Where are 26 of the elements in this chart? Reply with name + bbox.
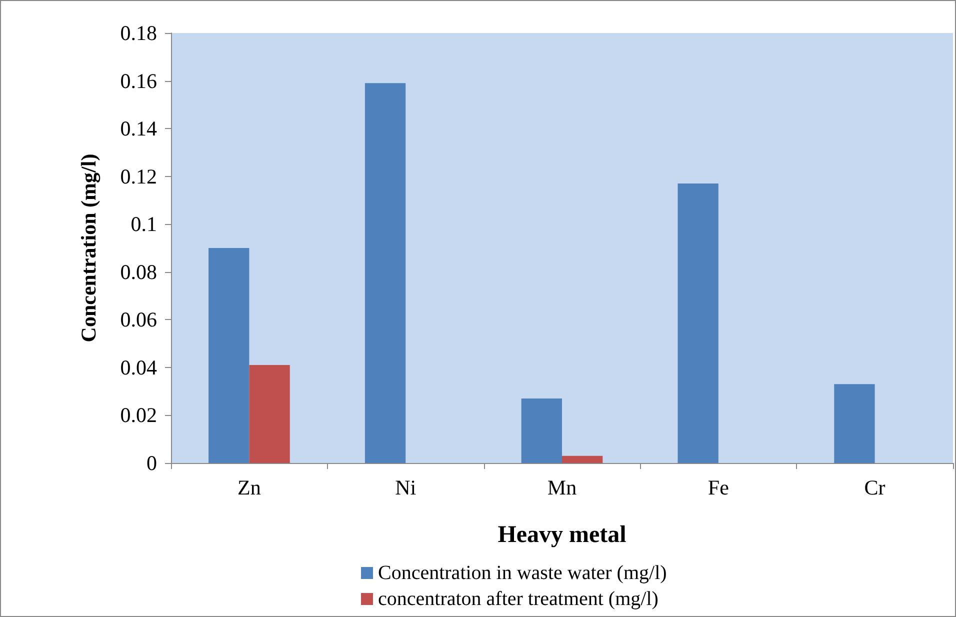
y-tick-label: 0.16	[120, 68, 157, 93]
y-tick-label: 0.12	[120, 164, 157, 188]
x-tick-label: Cr	[864, 476, 886, 500]
y-tick-label: 0.1	[130, 212, 157, 236]
x-tick-label: Mn	[547, 476, 578, 500]
x-tick-label: Zn	[238, 476, 262, 500]
bar	[834, 384, 875, 463]
x-axis-title: Heavy metal	[498, 522, 627, 548]
bar	[562, 456, 603, 463]
y-tick-label: 0.14	[120, 116, 158, 141]
y-tick-label: 0.06	[120, 308, 157, 332]
bar	[208, 248, 250, 463]
bar	[249, 365, 290, 463]
legend-label: concentraton after treatment (mg/l)	[378, 588, 658, 610]
bar	[678, 184, 718, 463]
y-tick-label: 0.04	[120, 355, 158, 380]
legend-label: Concentration in waste water (mg/l)	[378, 562, 667, 584]
y-tick-label: 0.08	[120, 260, 157, 284]
bar	[364, 83, 406, 463]
y-tick-label: 0.02	[120, 403, 157, 428]
x-tick-label: Ni	[395, 476, 416, 500]
y-tick-label: 0	[146, 451, 157, 475]
x-tick-label: Fe	[708, 476, 729, 500]
y-tick-label: 0.18	[120, 21, 157, 45]
bar	[521, 398, 562, 463]
y-axis-title: Concentration (mg/l)	[76, 154, 100, 342]
